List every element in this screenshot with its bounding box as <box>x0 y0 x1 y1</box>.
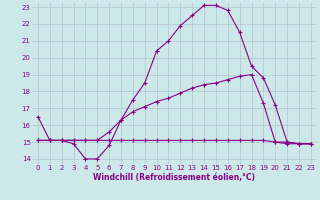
X-axis label: Windchill (Refroidissement éolien,°C): Windchill (Refroidissement éolien,°C) <box>93 173 255 182</box>
